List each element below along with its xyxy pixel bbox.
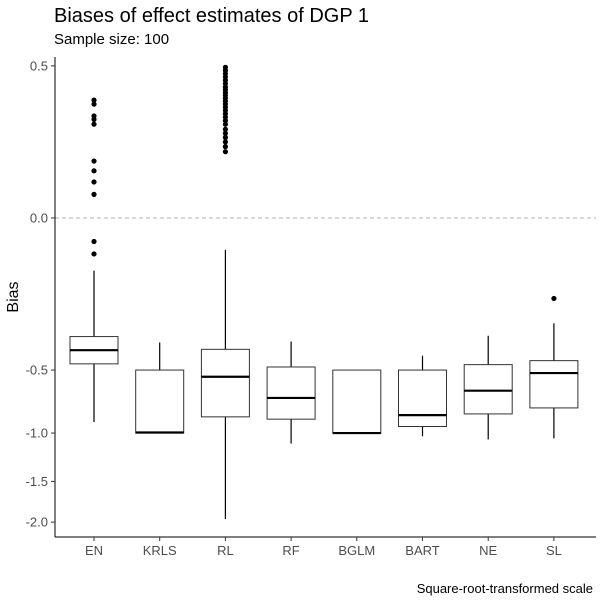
x-tick-label-rl: RL (217, 543, 234, 558)
outlier-point-rl (222, 144, 228, 150)
outlier-point-rl (222, 149, 228, 155)
x-tick-label-sl: SL (546, 543, 562, 558)
x-tick-label-en: EN (85, 543, 103, 558)
outlier-point-en (91, 116, 97, 122)
box-krls (135, 369, 185, 434)
box-bglm (332, 369, 382, 434)
outlier-point-en (91, 191, 97, 197)
outlier-point-en (91, 251, 97, 257)
y-tick-label: 0.0 (30, 210, 48, 225)
outlier-point-en (91, 179, 97, 185)
x-tick-label-krls: KRLS (143, 543, 177, 558)
box-rl (200, 348, 250, 418)
outlier-point-rl (222, 126, 228, 132)
outlier-point-en (91, 101, 97, 107)
outlier-point-en (91, 238, 97, 245)
box-rf (266, 366, 316, 420)
plot-area: 0.5 0.0 -0.5 -1.0 -1.5 -2.0 EN KRLS RL RF BGLM BART… (26, 57, 596, 558)
y-tick-label: -1.5 (26, 474, 48, 489)
y-tick-label: -1.0 (26, 426, 48, 441)
outlier-point-en (91, 158, 97, 164)
outlier-point-sl (551, 295, 557, 302)
outlier-point-en (91, 97, 97, 103)
box-ne (463, 364, 513, 415)
chart-caption: Square-root-transformed scale (417, 581, 593, 596)
x-tick-label-rf: RF (282, 543, 299, 558)
y-tick-label: 0.5 (30, 58, 48, 73)
y-tick-label: -0.5 (26, 363, 48, 378)
chart-subtitle: Sample size: 100 (54, 31, 169, 48)
outlier-point-rl (222, 139, 228, 145)
box-sl (529, 360, 579, 409)
outlier-point-rl (222, 117, 228, 124)
chart-title: Biases of effect estimates of DGP 1 (54, 5, 369, 27)
x-tick-label-ne: NE (479, 543, 497, 558)
outlier-point-rl (222, 121, 228, 127)
y-axis-title: Bias (5, 281, 22, 312)
y-tick-label: -2.0 (26, 515, 48, 530)
outlier-point-rl (222, 134, 228, 141)
x-tick-label-bglm: BGLM (338, 543, 375, 558)
outlier-point-en (91, 168, 97, 174)
box-bart (398, 369, 447, 428)
outlier-point-en (91, 121, 97, 127)
outlier-point-rl (222, 130, 228, 136)
x-tick-label-bart: BART (405, 543, 439, 558)
